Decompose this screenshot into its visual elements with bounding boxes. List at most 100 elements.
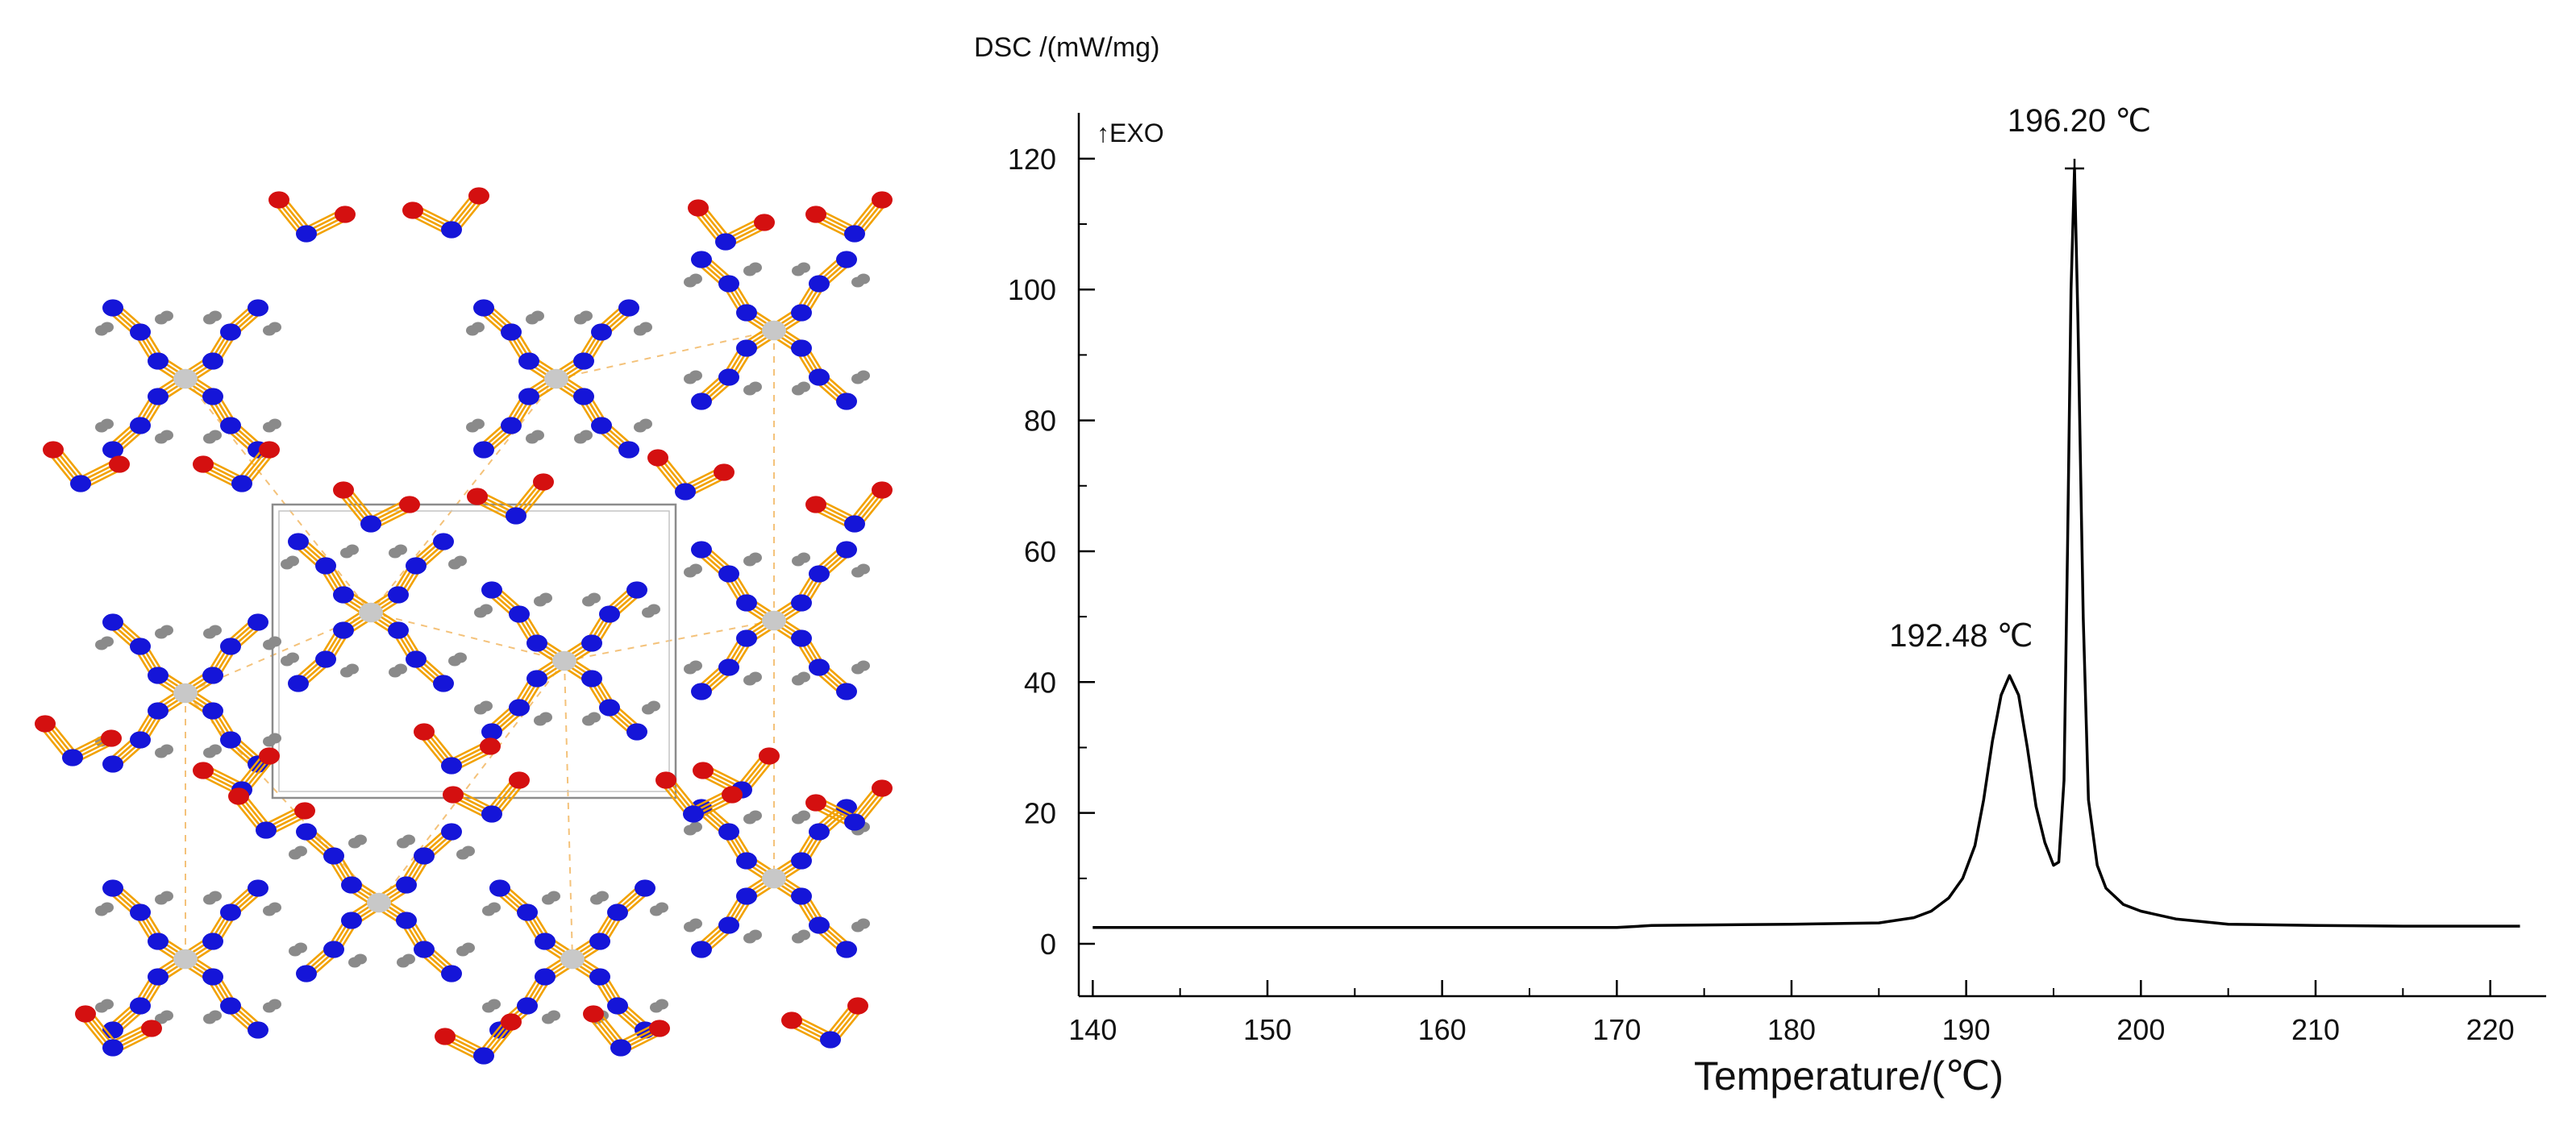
nitrogen-atom	[202, 388, 223, 405]
hydrogen-atom	[448, 655, 461, 667]
series-layer	[1092, 167, 2520, 929]
hydrogen-atom	[743, 265, 756, 276]
crystal-packing-figure	[0, 0, 951, 1130]
molecule	[684, 541, 870, 700]
hydrogen-atom	[482, 1002, 495, 1013]
nitrogen-atom	[288, 675, 309, 692]
nitrogen-atom	[809, 916, 830, 934]
metal-atom	[359, 602, 383, 623]
hydrogen-atom	[263, 1002, 276, 1013]
hydrogen-atom	[203, 314, 216, 325]
oxygen-atom	[399, 496, 420, 513]
nitrogen-atom	[406, 650, 427, 668]
nitrogen-atom	[718, 823, 739, 841]
x-tick-label: 220	[2466, 1013, 2515, 1046]
molecule	[289, 823, 475, 982]
oxygen-atom	[872, 191, 893, 209]
hydrogen-atom	[289, 945, 302, 957]
hydrogen-atom	[792, 384, 805, 396]
nitrogen-atom	[715, 233, 736, 251]
hydrogen-atom	[203, 1013, 216, 1024]
oxygen-atom	[75, 1005, 96, 1023]
nitrogen-atom	[718, 565, 739, 583]
nitrogen-atom	[333, 586, 354, 604]
metal-atom	[560, 949, 585, 970]
nitrogen-atom	[718, 916, 739, 934]
nitrogen-atom	[809, 658, 830, 676]
nitrogen-atom	[736, 887, 757, 905]
nitrogen-atom	[148, 933, 169, 950]
nitrogen-atom	[683, 805, 704, 823]
nitrogen-atom	[618, 299, 639, 317]
nitrogen-atom	[607, 903, 628, 921]
nitrate-group	[583, 1005, 670, 1057]
metal-atom	[544, 368, 568, 389]
hydrogen-atom	[474, 607, 487, 618]
nitrogen-atom	[315, 557, 336, 575]
nitrogen-atom	[589, 933, 610, 950]
hydrogen-atom	[684, 921, 697, 933]
hydrogen-atom	[642, 607, 655, 618]
nitrogen-atom	[360, 515, 381, 533]
hydrogen-atom	[684, 663, 697, 675]
nitrogen-atom	[256, 821, 277, 839]
hydrogen-atom	[526, 433, 539, 444]
nitrogen-atom	[473, 441, 494, 459]
oxygen-atom	[754, 214, 775, 231]
nitrogen-atom	[517, 997, 538, 1015]
nitrogen-atom	[296, 965, 317, 982]
hydrogen-atom	[203, 894, 216, 905]
oxygen-atom	[847, 997, 868, 1015]
hydrogen-atom	[466, 325, 479, 336]
hydrogen-bond	[370, 378, 557, 613]
oxygen-atom	[805, 496, 826, 513]
metal-atom	[173, 368, 198, 389]
metal-atom	[552, 650, 576, 671]
hydrogen-atom	[851, 276, 864, 288]
oxygen-atom	[335, 206, 356, 223]
hydrogen-atom	[281, 655, 293, 667]
hydrogen-atom	[743, 675, 756, 686]
nitrogen-atom	[323, 941, 344, 958]
oxygen-atom	[193, 455, 214, 473]
molecule	[95, 299, 281, 459]
oxygen-atom	[468, 187, 489, 205]
oxygen-atom	[872, 779, 893, 797]
hydrogen-atom	[574, 314, 587, 325]
nitrogen-atom	[509, 699, 530, 717]
nitrogen-atom	[809, 275, 830, 293]
oxygen-atom	[333, 481, 354, 499]
hydrogen-atom	[263, 736, 276, 747]
nitrogen-atom	[736, 852, 757, 870]
nitrate-group	[228, 787, 315, 839]
y-tick-label: 100	[1008, 273, 1056, 306]
nitrogen-atom	[535, 933, 556, 950]
hydrogen-atom	[642, 704, 655, 715]
oxygen-atom	[35, 715, 56, 733]
hydrogen-atom	[743, 813, 756, 825]
hydrogen-atom	[684, 373, 697, 384]
hydrogen-atom	[792, 813, 805, 825]
hydrogen-atom	[684, 567, 697, 578]
oxygen-atom	[109, 455, 130, 473]
nitrogen-atom	[396, 876, 417, 894]
nitrogen-atom	[791, 629, 812, 647]
nitrogen-atom	[202, 352, 223, 370]
nitrogen-atom	[535, 968, 556, 986]
oxygen-atom	[688, 199, 709, 217]
hydrogen-atom	[389, 667, 402, 678]
axes: 0 20 40 60 80 100 120 140 150 160 170 180 190 200 210 2…	[1008, 113, 2546, 1046]
nitrogen-atom	[809, 823, 830, 841]
nitrogen-atom	[691, 683, 712, 700]
metal-atom	[762, 610, 786, 631]
nitrogen-atom	[102, 299, 123, 317]
hydrogen-atom	[634, 422, 647, 433]
nitrogen-atom	[231, 475, 252, 492]
hydrogen-atom	[743, 933, 756, 944]
hydrogen-atom	[582, 715, 595, 726]
nitrogen-atom	[441, 965, 462, 982]
molecule	[474, 581, 660, 741]
oxygen-atom	[759, 747, 780, 765]
nitrogen-atom	[102, 441, 123, 459]
